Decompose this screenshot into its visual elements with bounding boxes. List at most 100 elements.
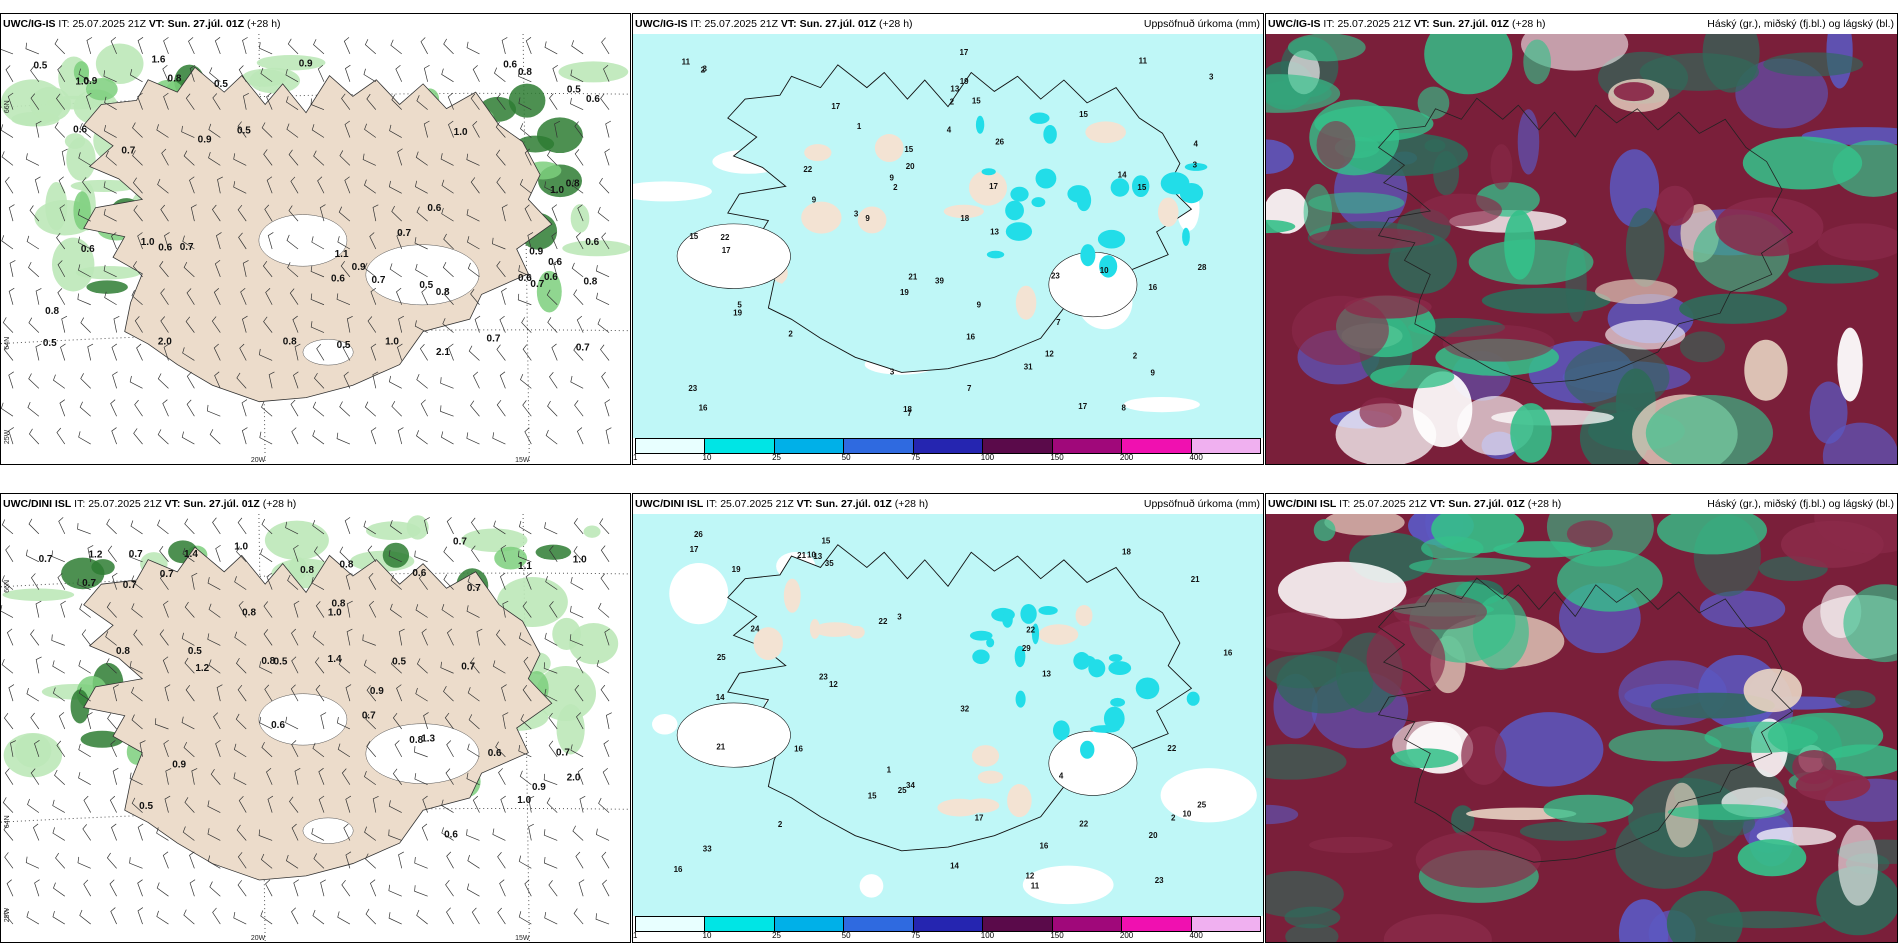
wind-barb — [3, 908, 14, 925]
wind-barb — [466, 772, 480, 786]
wind-barb — [472, 795, 480, 813]
dry-area — [676, 702, 791, 768]
precip-map[interactable]: 34 12 10 19 24 22 13 20 16 25 21 26 15 23 32 29 22 23 21 17… — [633, 514, 1263, 916]
wind-barb — [448, 120, 454, 138]
wind-barb — [310, 265, 325, 278]
dry-land-area — [813, 622, 857, 637]
high-cloud-edge — [1504, 210, 1536, 280]
wind-barb — [600, 93, 610, 110]
precip-value-label: 0.7 — [530, 279, 544, 290]
wind-barb — [286, 123, 299, 138]
low-cloud — [1316, 120, 1356, 170]
wind-barb — [57, 573, 66, 590]
glacier — [258, 214, 348, 267]
wind-barb — [289, 796, 299, 813]
high-cloud-edge — [1523, 39, 1551, 85]
wind-barb — [576, 315, 584, 333]
wind-map[interactable]: 0.5 0.6 0.8 0.7 0.6 1.0 1.0 1.2 0.7 0.8 0.6 0.5 0.7 0… — [1, 514, 630, 942]
wind-barb — [59, 399, 66, 417]
precip-area — [535, 544, 572, 560]
precip-value-label: 0.5 — [214, 79, 228, 90]
high-cloud-green — [1625, 207, 1665, 287]
wind-barb — [290, 399, 299, 417]
wind-barb — [285, 96, 299, 110]
wind-barb — [441, 68, 454, 83]
precip-value-label: 24 — [751, 625, 760, 634]
cloud-map[interactable] — [1266, 34, 1897, 464]
wind-barb — [518, 744, 532, 758]
wind-barb — [80, 373, 91, 389]
wind-barb — [131, 290, 143, 306]
precip-value-label: 0.8 — [436, 287, 450, 298]
wind-barb — [103, 125, 117, 138]
lat-tick-label: 66N — [4, 100, 11, 113]
wind-barb — [288, 149, 299, 166]
precip-area — [61, 557, 105, 590]
wind-barb — [78, 660, 91, 674]
wind-barb — [601, 37, 610, 55]
precip-value-label: 3 — [897, 613, 902, 622]
wind-barb — [112, 767, 119, 785]
wind-barb — [209, 67, 221, 83]
wind-barb — [189, 851, 195, 869]
wind-barb — [129, 550, 143, 563]
wind-barb — [132, 150, 143, 166]
precip-area — [73, 191, 91, 230]
wind-barb — [424, 517, 430, 534]
high-cloud-edge — [1645, 395, 1773, 464]
wind-barb — [320, 879, 326, 897]
cloud-map[interactable] — [1266, 514, 1897, 942]
wind-barb — [132, 261, 143, 278]
precip-value-label: 1.0 — [550, 185, 564, 196]
high-cloud-edge — [1266, 74, 1341, 113]
precip-value-label: 15 — [868, 792, 877, 801]
precip-value-label: 3 — [1209, 72, 1214, 81]
wind-barb — [472, 120, 480, 138]
wind-barb — [602, 879, 610, 897]
wind-barb — [162, 656, 169, 674]
wind-barb — [55, 93, 66, 110]
wind-barb — [576, 427, 584, 445]
high-cloud-edge — [1287, 34, 1366, 62]
precip-value-label: 0.5 — [567, 85, 581, 96]
wind-barb — [596, 265, 610, 278]
wind-barb — [443, 546, 454, 563]
wind-barb — [263, 629, 273, 646]
wind-barb — [596, 660, 610, 674]
wind-barb — [549, 372, 558, 389]
colorbar-segment — [1191, 917, 1260, 931]
precip-value-label: 3 — [1193, 160, 1198, 169]
lon-tick-label: 20W — [251, 457, 266, 464]
wind-barb — [1, 235, 14, 250]
wind-barb — [154, 718, 169, 730]
precip-value-label: 35 — [825, 559, 834, 568]
precip-value-label: 2 — [701, 66, 706, 75]
wind-barb — [6, 628, 14, 646]
precip-value-label: 22 — [1079, 820, 1088, 829]
mid-cloud — [1699, 590, 1786, 628]
glacier — [302, 339, 354, 366]
low-cloud — [1309, 836, 1393, 854]
precip-value-label: 13 — [990, 227, 999, 236]
colorbar-label: 150 — [1050, 453, 1064, 462]
precip-value-label: 25 — [1197, 800, 1206, 809]
wind-barb — [83, 879, 92, 897]
wind-barb — [443, 38, 454, 55]
wind-barb — [6, 879, 14, 897]
wind-barb — [420, 399, 428, 417]
wind-barb — [547, 317, 558, 333]
precip-value-label: 23 — [688, 384, 697, 393]
wind-barb — [9, 260, 16, 277]
precip-value-label: 13 — [950, 85, 959, 94]
high-cloud-green — [1650, 692, 1775, 719]
wind-barb — [440, 377, 454, 389]
wind-barb — [598, 797, 610, 813]
precip-value-label: 16 — [794, 745, 803, 754]
precip-map[interactable]: 9 11 7 7 13 7 9 9 8 4 3 4 15 13 17 17 19 23 19 23 20 39 22 17 15… — [633, 34, 1263, 438]
wind-barb — [470, 177, 480, 194]
precip-area-light — [29, 86, 72, 122]
wind-map[interactable]: 0.5 0.5 0.7 0.7 0.7 1.0 0.9 1.0 0.6 0.7 1.0 0.9 0.8 0… — [1, 34, 630, 464]
wind-barb — [576, 656, 584, 674]
high-cloud-edge — [1742, 136, 1863, 190]
wind-barb — [366, 685, 377, 702]
